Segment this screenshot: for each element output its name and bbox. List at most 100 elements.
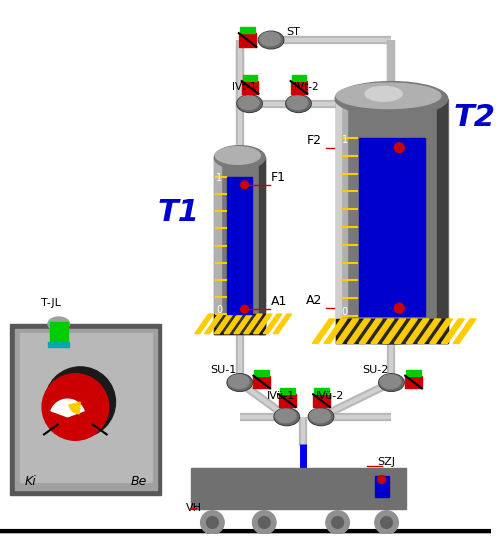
Bar xyxy=(20,333,151,482)
Ellipse shape xyxy=(287,96,307,110)
Ellipse shape xyxy=(379,375,400,388)
Ellipse shape xyxy=(336,83,440,109)
Text: T1: T1 xyxy=(157,198,199,227)
Bar xyxy=(190,468,405,509)
Polygon shape xyxy=(347,319,370,343)
Polygon shape xyxy=(440,319,463,343)
Polygon shape xyxy=(204,314,222,334)
Text: SU-2: SU-2 xyxy=(361,364,388,375)
Polygon shape xyxy=(233,314,252,334)
Ellipse shape xyxy=(378,374,403,391)
Bar xyxy=(259,158,265,334)
Circle shape xyxy=(380,517,392,528)
Ellipse shape xyxy=(227,375,251,390)
Text: IVü-1: IVü-1 xyxy=(267,391,295,401)
Ellipse shape xyxy=(379,375,402,390)
Bar xyxy=(214,158,221,334)
Bar xyxy=(404,376,421,388)
Ellipse shape xyxy=(215,147,260,164)
Text: SU-1: SU-1 xyxy=(210,364,236,375)
Bar xyxy=(436,99,446,343)
Bar xyxy=(48,342,69,347)
Polygon shape xyxy=(214,314,232,334)
Polygon shape xyxy=(335,319,358,343)
Bar xyxy=(290,81,307,94)
Text: IVü-2: IVü-2 xyxy=(316,391,344,401)
Ellipse shape xyxy=(236,95,262,112)
Text: F2: F2 xyxy=(306,134,321,147)
Text: SZJ: SZJ xyxy=(376,457,394,467)
Bar xyxy=(254,370,269,376)
Circle shape xyxy=(240,181,248,189)
Wedge shape xyxy=(51,399,84,417)
Circle shape xyxy=(374,511,397,534)
Bar xyxy=(50,322,68,343)
Bar xyxy=(313,394,329,407)
Ellipse shape xyxy=(237,96,261,111)
Polygon shape xyxy=(452,319,475,343)
Ellipse shape xyxy=(258,31,283,49)
Text: 1: 1 xyxy=(216,173,222,183)
Circle shape xyxy=(252,511,276,534)
Bar xyxy=(226,177,252,314)
Circle shape xyxy=(240,305,248,313)
Circle shape xyxy=(206,517,218,528)
Ellipse shape xyxy=(285,95,311,112)
Polygon shape xyxy=(358,319,381,343)
Circle shape xyxy=(394,143,403,153)
Bar xyxy=(280,388,294,394)
Polygon shape xyxy=(273,314,291,334)
Bar xyxy=(335,319,447,343)
Ellipse shape xyxy=(259,32,282,48)
Ellipse shape xyxy=(48,317,69,330)
Ellipse shape xyxy=(275,409,296,423)
Polygon shape xyxy=(429,319,452,343)
Bar xyxy=(0,530,490,534)
Polygon shape xyxy=(253,314,272,334)
Ellipse shape xyxy=(226,374,252,391)
Polygon shape xyxy=(394,319,416,343)
Text: IVt-2: IVt-2 xyxy=(293,82,318,92)
Ellipse shape xyxy=(238,96,259,110)
Bar xyxy=(335,99,340,343)
Bar xyxy=(279,394,295,407)
Bar xyxy=(239,28,255,33)
Ellipse shape xyxy=(335,82,447,116)
Ellipse shape xyxy=(286,96,310,111)
Polygon shape xyxy=(323,319,346,343)
Polygon shape xyxy=(243,314,262,334)
Bar xyxy=(238,33,256,47)
Bar xyxy=(241,81,258,94)
Ellipse shape xyxy=(309,409,330,423)
Text: T2: T2 xyxy=(452,103,494,132)
Polygon shape xyxy=(263,314,281,334)
Bar xyxy=(15,329,156,490)
Bar xyxy=(253,376,270,388)
Polygon shape xyxy=(370,319,393,343)
Text: 0: 0 xyxy=(341,307,347,317)
Bar xyxy=(314,388,328,394)
Bar xyxy=(374,476,388,497)
Text: Ki: Ki xyxy=(25,475,36,488)
Circle shape xyxy=(394,303,403,313)
Text: VH: VH xyxy=(185,503,201,513)
Ellipse shape xyxy=(275,409,298,424)
Circle shape xyxy=(200,511,223,534)
Text: A2: A2 xyxy=(306,294,322,307)
Text: A1: A1 xyxy=(271,295,287,308)
Text: T-JL: T-JL xyxy=(41,298,61,308)
Ellipse shape xyxy=(335,320,447,344)
Ellipse shape xyxy=(274,408,299,426)
Text: 0: 0 xyxy=(216,305,222,315)
Ellipse shape xyxy=(214,314,265,334)
Ellipse shape xyxy=(309,409,332,424)
Polygon shape xyxy=(223,314,242,334)
Ellipse shape xyxy=(228,375,248,388)
Bar xyxy=(405,370,420,376)
Circle shape xyxy=(42,374,108,440)
Bar xyxy=(10,324,161,495)
Circle shape xyxy=(331,517,343,528)
Ellipse shape xyxy=(260,32,280,46)
Bar xyxy=(242,75,257,81)
Text: ST: ST xyxy=(286,27,300,37)
